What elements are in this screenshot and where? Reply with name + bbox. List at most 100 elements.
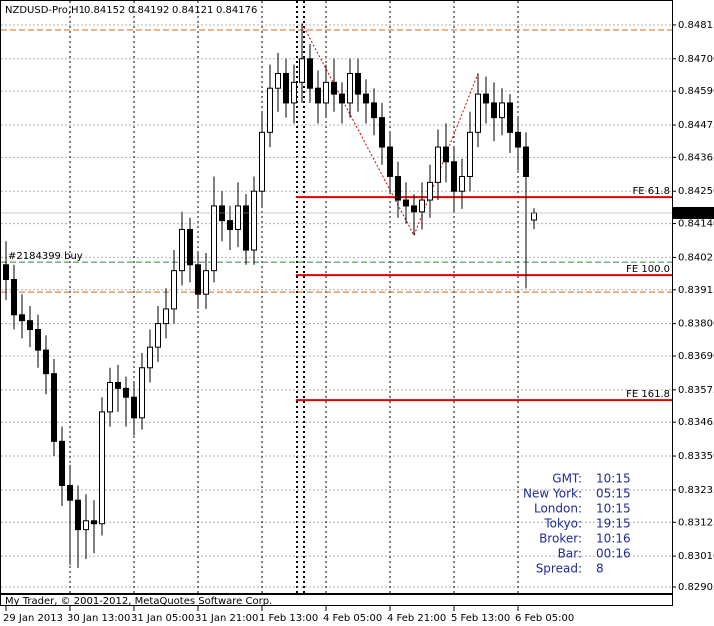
candle-body <box>419 199 425 213</box>
candle-body <box>131 396 137 419</box>
order-label: #2184399 buy <box>8 251 83 262</box>
candle-body <box>371 102 377 119</box>
candle-body <box>491 102 497 119</box>
candle-body <box>451 161 457 192</box>
candle-body <box>483 93 489 104</box>
candle-body <box>115 381 121 389</box>
header-high: 0.84192 <box>128 5 169 16</box>
candle-body <box>107 381 113 413</box>
candle-body <box>411 205 417 213</box>
candle-body <box>67 484 73 501</box>
candle-body <box>163 308 169 325</box>
y-tick-label: 0.84365 <box>678 152 714 163</box>
y-tick-label: 0.84475 <box>678 120 714 131</box>
x-tick-label: 31 Jan 21:00 <box>195 613 258 624</box>
candle-body <box>211 205 217 272</box>
y-tick-label: 0.84815 <box>678 20 714 31</box>
candle-body <box>91 520 97 525</box>
candle-body <box>51 373 57 442</box>
candle-body <box>299 58 305 83</box>
candle-body <box>531 212 537 221</box>
info-label: Spread: <box>536 562 582 576</box>
info-panel: GMT: 10:15 New York: 05:15 London: 10:15 Tokyo… <box>523 472 631 576</box>
candle-body <box>395 175 401 201</box>
level-label: FE 161.8 <box>626 389 670 400</box>
candle-body <box>139 367 145 419</box>
candle-body <box>323 81 329 104</box>
candle-body <box>499 102 505 119</box>
candle-body <box>339 93 345 104</box>
candle-body <box>435 146 441 183</box>
candle-body <box>315 87 321 104</box>
x-tick-label: 6 Feb 05:00 <box>515 613 574 624</box>
candle-body <box>171 270 177 310</box>
candle-body <box>307 58 313 89</box>
info-value: 19:15 <box>596 517 631 531</box>
price-box <box>673 206 714 219</box>
candle-body <box>475 93 481 133</box>
candle-body <box>331 81 337 95</box>
x-tick-label: 4 Feb 21:00 <box>387 613 446 624</box>
candle-body <box>267 87 273 133</box>
candle-body <box>379 117 385 148</box>
candle-body <box>187 228 193 266</box>
candle-body <box>43 349 49 375</box>
plot-frame <box>0 0 673 594</box>
candle-body <box>3 264 9 280</box>
x-tick-label: 31 Jan 05:00 <box>131 613 194 624</box>
header-close: 0.84176 <box>216 5 257 16</box>
info-label: GMT: <box>552 472 582 486</box>
candle-body <box>507 102 513 133</box>
candle-body <box>363 93 369 104</box>
info-label: Bar: <box>558 547 582 561</box>
level-label: FE 61.8 <box>632 186 670 197</box>
info-label: Tokyo: <box>543 517 582 531</box>
y-tick-label: 0.82905 <box>678 582 714 593</box>
y-tick-label: 0.83465 <box>678 417 714 428</box>
info-value: 00:16 <box>596 547 631 561</box>
candle-body <box>155 323 161 348</box>
candle-body <box>515 131 521 148</box>
candle-body <box>83 520 89 531</box>
info-value: 10:16 <box>596 532 631 546</box>
candle-body <box>147 346 153 369</box>
footer: My Trader, © 2001-2012, MetaQuotes Softw… <box>5 596 272 607</box>
candle-body <box>355 73 361 95</box>
chart-title: NZDUSD-Pro,H1 <box>5 5 85 16</box>
candle-body <box>179 228 185 272</box>
y-tick-label: 0.83915 <box>678 285 714 296</box>
candle-body <box>283 73 289 104</box>
y-tick-label: 0.84025 <box>678 252 714 263</box>
candle-body <box>291 81 297 104</box>
y-tick-label: 0.83125 <box>678 517 714 528</box>
candle-body <box>251 190 257 251</box>
info-label: London: <box>534 502 582 516</box>
header-open: 0.84152 <box>84 5 125 16</box>
level-label: FE 100.0 <box>626 264 670 275</box>
status-strip <box>0 594 673 606</box>
y-tick-label: 0.83575 <box>678 385 714 396</box>
candle-body <box>235 205 241 230</box>
candle-body <box>203 270 209 295</box>
header-low: 0.84121 <box>172 5 213 16</box>
candle-body <box>387 146 393 177</box>
candle-body <box>195 264 201 295</box>
candle-body <box>11 278 17 316</box>
candle-body <box>35 329 41 351</box>
candle-body <box>427 181 433 201</box>
candle-body <box>123 387 129 398</box>
info-value: 10:15 <box>596 502 631 516</box>
candle-body <box>19 314 25 322</box>
candle-body <box>523 146 529 177</box>
candle-body <box>467 131 473 177</box>
x-tick-label: 29 Jan 2013 <box>3 613 63 624</box>
x-tick-label: 4 Feb 05:00 <box>323 613 382 624</box>
info-value: 05:15 <box>596 487 631 501</box>
